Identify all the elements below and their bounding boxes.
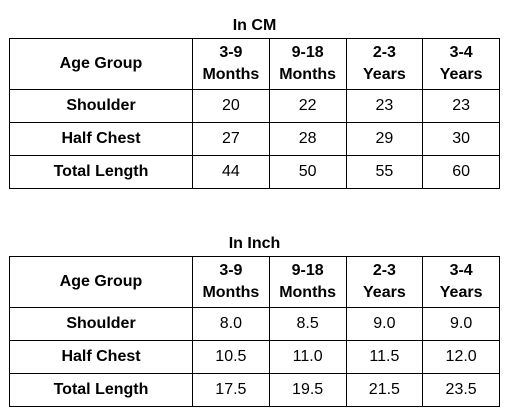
column-header-range: 3-9: [219, 44, 243, 61]
column-header-unit: Years: [439, 66, 483, 83]
table-cell: 12.0: [422, 340, 500, 374]
column-header: 2-3 Years: [345, 256, 424, 308]
column-header-range: 9-18: [291, 44, 324, 61]
table-cell: 22: [268, 89, 347, 123]
age-group-header: Age Group: [9, 256, 193, 308]
table-cell: 44: [192, 155, 270, 189]
table-cell: 9.0: [422, 307, 500, 341]
column-header: 3-9 Months: [192, 256, 270, 308]
column-header: 9-18 Months: [268, 38, 347, 90]
table-cell: 11.5: [345, 340, 424, 374]
column-header-unit: Months: [279, 66, 337, 83]
table-row-shoulder: Shoulder 20 22 23 23: [9, 89, 500, 123]
column-header-unit: Months: [202, 284, 260, 301]
table-cell: 20: [192, 89, 270, 123]
table-cell: 27: [192, 122, 270, 156]
table-row-half-chest: Half Chest 10.5 11.0 11.5 12.0: [9, 340, 500, 374]
table-row-total-length: Total Length 17.5 19.5 21.5 23.5: [9, 373, 500, 407]
column-header-range: 2-3: [372, 262, 396, 279]
column-header: 3-4 Years: [422, 38, 500, 90]
size-table-cm: In CM Age Group 3-9 Months 9-18 Months 2…: [9, 16, 500, 189]
table-cell: 17.5: [192, 373, 270, 407]
row-label: Half Chest: [9, 340, 193, 374]
table-cell: 50: [268, 155, 347, 189]
table-cell: 29: [345, 122, 424, 156]
table-cell: 23: [345, 89, 424, 123]
row-label: Total Length: [9, 155, 193, 189]
age-group-header: Age Group: [9, 38, 193, 90]
header-row: Age Group 3-9 Months 9-18 Months 2-3 Yea…: [9, 256, 500, 308]
table-cell: 23.5: [422, 373, 500, 407]
table-cell: 21.5: [345, 373, 424, 407]
table-cell: 11.0: [268, 340, 347, 374]
column-header-unit: Months: [202, 66, 260, 83]
column-header: 3-9 Months: [192, 38, 270, 90]
row-label: Half Chest: [9, 122, 193, 156]
table-cell: 30: [422, 122, 500, 156]
table-cell: 55: [345, 155, 424, 189]
column-header-unit: Months: [279, 284, 337, 301]
row-label: Shoulder: [9, 307, 193, 341]
table-row-total-length: Total Length 44 50 55 60: [9, 155, 500, 189]
row-label: Total Length: [9, 373, 193, 407]
table-cell: 8.5: [268, 307, 347, 341]
table-title-cm: In CM: [232, 17, 277, 34]
column-header-range: 9-18: [291, 262, 324, 279]
column-header-unit: Years: [363, 66, 406, 83]
table-row-shoulder: Shoulder 8.0 8.5 9.0 9.0: [9, 307, 500, 341]
column-header-range: 3-9: [219, 262, 243, 279]
row-label: Shoulder: [9, 89, 193, 123]
column-header-unit: Years: [439, 284, 483, 301]
table-title-inch: In Inch: [228, 235, 281, 252]
table-cell: 9.0: [345, 307, 424, 341]
column-header: 3-4 Years: [422, 256, 500, 308]
column-header: 9-18 Months: [268, 256, 347, 308]
table-cell: 19.5: [268, 373, 347, 407]
table-cell: 28: [268, 122, 347, 156]
column-header-range: 3-4: [449, 44, 473, 61]
header-row: Age Group 3-9 Months 9-18 Months 2-3 Yea…: [9, 38, 500, 90]
column-header-unit: Years: [363, 284, 406, 301]
size-table-inch: In Inch Age Group 3-9 Months 9-18 Months…: [9, 234, 500, 407]
table-row-half-chest: Half Chest 27 28 29 30: [9, 122, 500, 156]
table-cell: 60: [422, 155, 500, 189]
column-header-range: 2-3: [372, 44, 396, 61]
column-header-range: 3-4: [449, 262, 473, 279]
table-cell: 10.5: [192, 340, 270, 374]
column-header: 2-3 Years: [345, 38, 424, 90]
table-cell: 23: [422, 89, 500, 123]
table-cell: 8.0: [192, 307, 270, 341]
